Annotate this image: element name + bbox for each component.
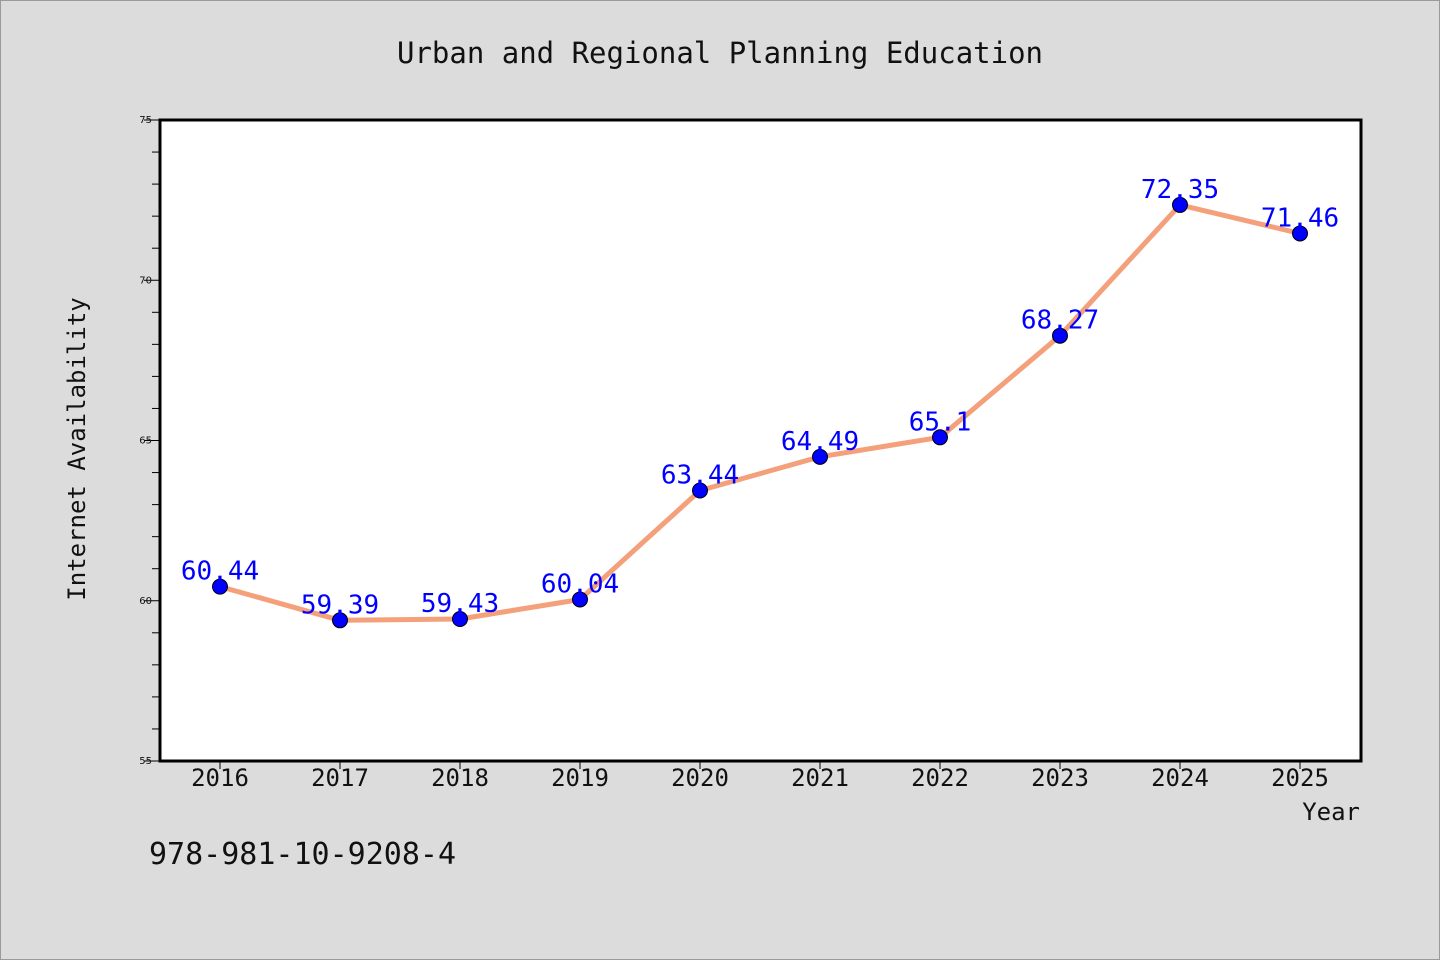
series-line: [217, 202, 1303, 623]
data-point: [1172, 196, 1188, 213]
data-label: 59.43: [421, 589, 499, 619]
y-tick-label: 55: [139, 756, 152, 767]
data-point: [812, 448, 828, 465]
x-tick-label: 2021: [791, 764, 849, 792]
x-tick-label: 2016: [191, 764, 249, 792]
y-tick-label: 75: [139, 115, 152, 126]
x-axis-label: Year: [1302, 798, 1360, 826]
series-markers: [212, 196, 1308, 629]
x-tick-label: 2019: [551, 764, 609, 792]
data-point: [932, 429, 948, 446]
data-label: 71.46: [1261, 203, 1339, 233]
x-tick-label: 2022: [911, 764, 969, 792]
y-tick-label: 60: [139, 596, 152, 607]
y-axis-label: Internet Availability: [63, 297, 91, 600]
x-tick-label: 2020: [671, 764, 729, 792]
data-label: 65.1: [909, 407, 972, 437]
x-tick-label: 2018: [431, 764, 489, 792]
data-point: [452, 611, 468, 628]
y-tick-label: 65: [139, 436, 152, 447]
data-point: [1052, 327, 1068, 344]
x-tick-label: 2017: [311, 764, 369, 792]
data-point: [1292, 225, 1308, 242]
data-point: [692, 482, 708, 499]
isbn-annotation: 978-981-10-9208-4: [149, 837, 456, 872]
x-tick-label: 2023: [1031, 764, 1089, 792]
data-label: 64.49: [781, 427, 859, 457]
data-point: [572, 591, 588, 608]
x-tick-label: 2024: [1151, 764, 1209, 792]
data-point: [212, 578, 228, 595]
data-label: 60.44: [181, 557, 259, 587]
plot-area: [158, 118, 1363, 763]
data-label: 63.44: [661, 460, 739, 490]
data-labels: 60.44 59.39 59.43 60.04 63.44 64.49 65.1 68.27 7…: [181, 175, 1339, 620]
data-point: [332, 612, 348, 629]
x-axis: 2016 2017 2018 2019 2020 2021 2022 2023 2024 2025: [191, 761, 1329, 792]
y-axis: 55 60 65 70 75: [139, 115, 160, 767]
data-label: 59.39: [301, 590, 379, 620]
data-label: 72.35: [1141, 175, 1219, 205]
data-label: 60.04: [541, 569, 619, 599]
data-label: 68.27: [1021, 306, 1099, 336]
y-tick-label: 70: [139, 275, 152, 286]
chart-title: Urban and Regional Planning Education: [397, 36, 1043, 70]
x-tick-label: 2025: [1271, 764, 1329, 792]
